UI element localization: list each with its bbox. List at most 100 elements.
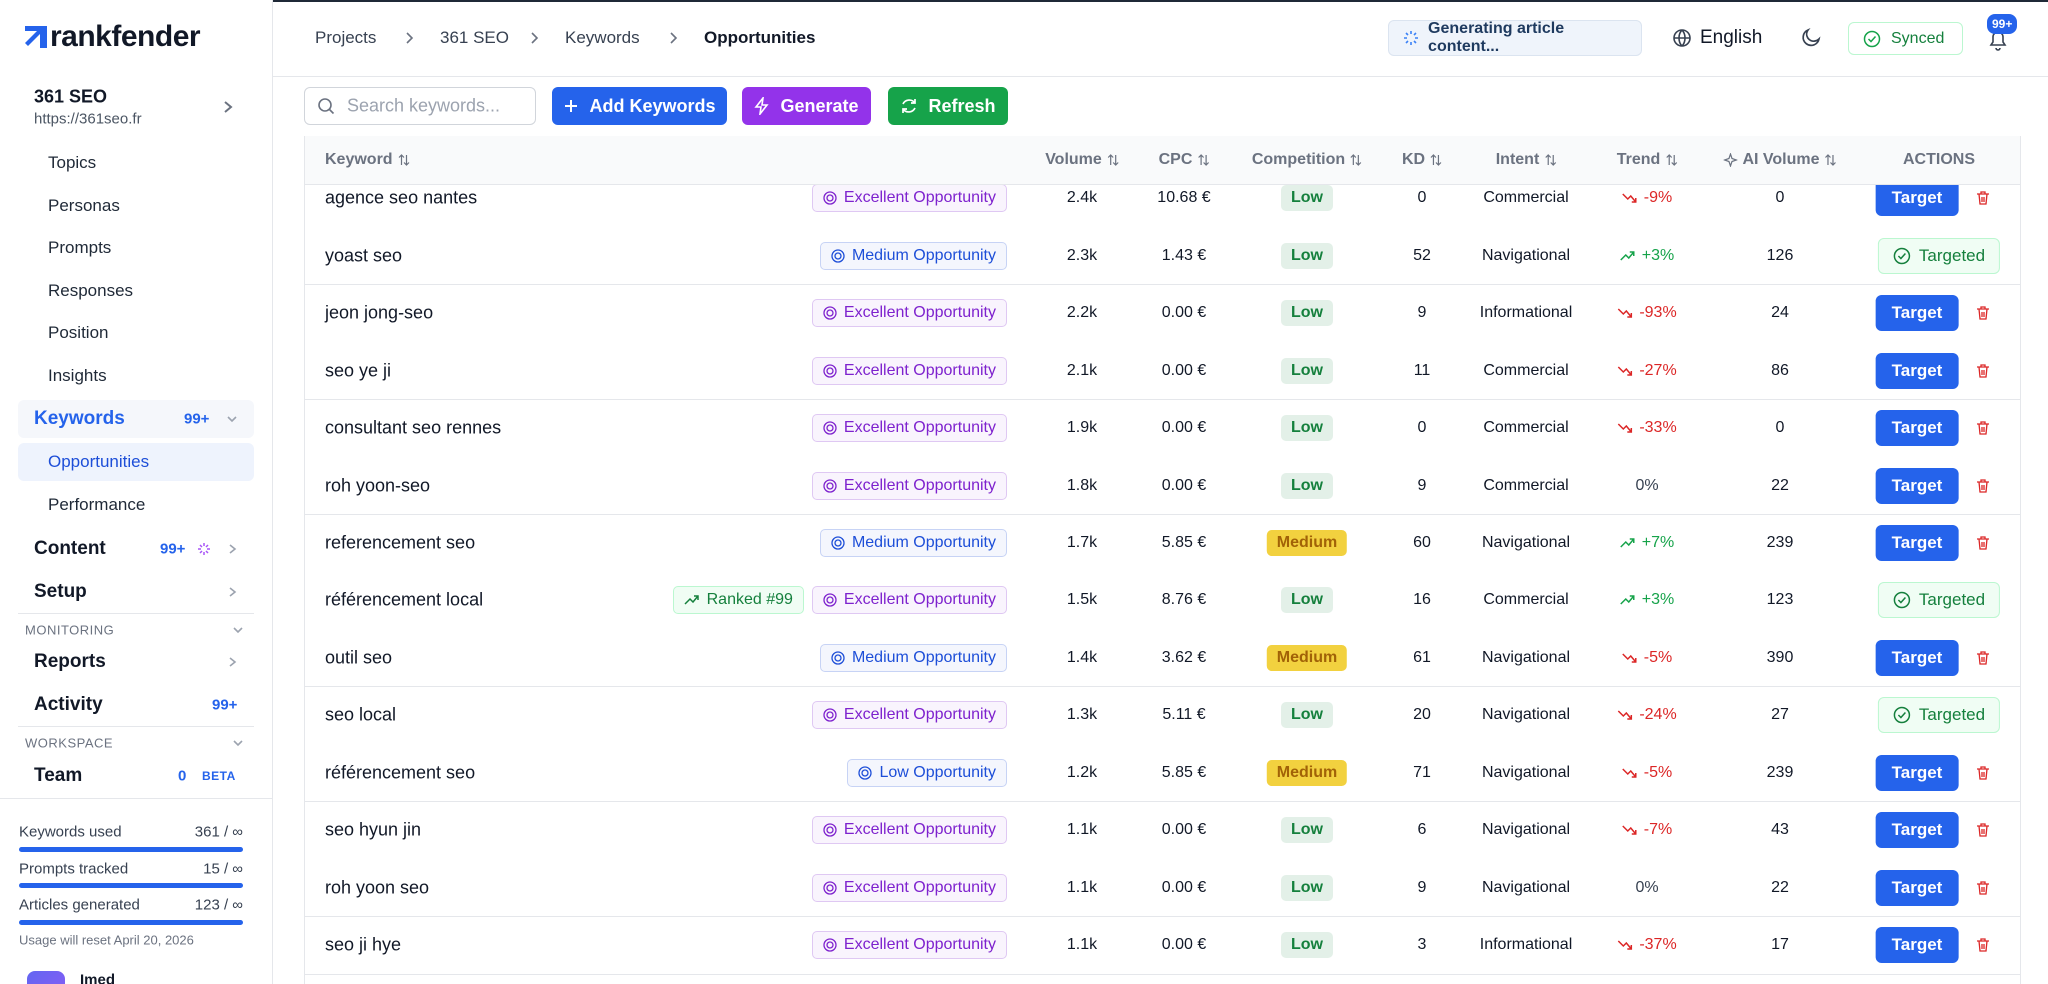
target-button[interactable]: Target [1875,295,1959,332]
nav-item[interactable]: Setup [34,581,87,602]
keyword[interactable]: roh yoon seo [325,877,430,898]
target-button[interactable]: Target [1875,639,1959,676]
delete-button[interactable] [1976,305,1990,321]
badges: Excellent Opportunity [811,414,1007,443]
table-row: référencement seo Low Opportunity 1.2k 5.85… [305,744,2020,803]
intent: Commercial [1483,591,1569,609]
keyword[interactable]: roh yoon-seo [325,475,431,496]
breadcrumb[interactable]: Keywords [565,28,640,47]
trend: -5% [1622,649,1672,667]
kd: 20 [1413,706,1431,724]
nav-item[interactable]: Position [48,323,109,342]
ai-volume: 24 [1771,304,1789,322]
keyword[interactable]: jeon jong-seo [325,302,434,323]
trend: 0% [1635,879,1658,897]
target-button[interactable]: Target [1875,754,1959,791]
search-box[interactable]: Search keywords... [304,87,536,125]
column-header[interactable]: AI Volume [1723,151,1836,169]
add-keywords-button[interactable]: Add Keywords [552,87,727,125]
intent: Commercial [1483,189,1569,207]
delete-button[interactable] [1976,880,1990,896]
keyword[interactable]: yoast seo [325,245,403,266]
trend-down-icon [1622,768,1637,778]
nav-item[interactable]: Opportunities [48,452,150,471]
keyword[interactable]: seo ye ji [325,360,392,381]
column-header[interactable]: Competition [1252,151,1362,169]
kd: 0 [1417,419,1427,437]
target-button[interactable]: Target [1875,927,1959,964]
keyword[interactable]: seo ji hye [325,934,402,955]
trash-icon [1977,823,1989,837]
nav-active-bg [18,443,254,481]
target-button[interactable]: Target [1875,410,1959,447]
nav-item[interactable]: Insights [48,366,107,385]
delete-button[interactable] [1976,190,1990,206]
table-row: referencement seo Medium Opportunity 1.7k 5… [305,514,2020,573]
check-icon [1893,592,1911,609]
competition-badge: Medium [1266,644,1348,671]
nav-item[interactable]: Reports [34,651,106,672]
refresh-button[interactable]: Refresh [888,87,1008,125]
competition-badge: Medium [1266,530,1348,557]
nav-item[interactable]: Activity [34,694,103,715]
column-header[interactable]: Intent [1496,151,1557,169]
target-button[interactable]: Target [1875,869,1959,906]
column-label: Intent [1495,151,1540,168]
globe-icon[interactable] [1672,28,1692,48]
target-button[interactable]: Target [1875,180,1959,217]
keyword[interactable]: seo hyun jin [325,819,422,840]
target-button[interactable]: Target [1875,525,1959,562]
delete-button[interactable] [1976,937,1990,953]
chevron [224,101,233,113]
delete-button[interactable] [1976,363,1990,379]
nav-item[interactable]: Performance [48,495,146,514]
opportunity-label: Excellent Opportunity [843,476,996,494]
notification-badge: 99+ [1987,14,2018,34]
reset-note: Usage will reset April 20, 2026 [19,932,194,948]
opportunity-badge: Medium Opportunity [819,643,1007,672]
nav-item[interactable]: Prompts [48,238,112,257]
delete-button[interactable] [1976,478,1990,494]
delete-button[interactable] [1976,765,1990,781]
column-header[interactable]: Volume [1045,151,1119,169]
nav-item[interactable]: Keywords [34,408,125,429]
badges: Excellent Opportunity [811,931,1007,960]
kd: 9 [1417,476,1427,494]
delete-button[interactable] [1976,650,1990,666]
column-header[interactable]: CPC [1159,151,1210,169]
nav-item[interactable]: Topics [48,153,97,172]
target-button[interactable]: Target [1875,812,1959,849]
column-header[interactable]: Keyword [325,151,410,169]
project-name[interactable]: 361 SEO [34,86,108,107]
keyword[interactable]: référencement local [325,589,484,610]
keyword[interactable]: referencement seo [325,532,476,553]
avatar[interactable] [27,971,65,984]
sort-icon [398,154,410,166]
nav-item[interactable]: Team [34,765,83,786]
nav-item[interactable]: Responses [48,281,134,300]
column-header[interactable]: KD [1402,151,1442,169]
competition-badge: Low [1281,587,1333,614]
delete-button[interactable] [1976,420,1990,436]
keyword[interactable]: consultant seo rennes [325,417,502,438]
theme-toggle[interactable] [1800,27,1822,49]
top-border [0,0,2048,2]
keyword[interactable]: référencement seo [325,762,476,783]
nav-item[interactable]: Content [34,538,106,559]
keyword[interactable]: agence seo nantes [325,187,478,208]
opportunity-badge: Excellent Opportunity [811,701,1007,730]
keyword[interactable]: outil seo [325,647,393,668]
delete-button[interactable] [1976,535,1990,551]
delete-button[interactable] [1976,822,1990,838]
column-header[interactable]: Trend [1617,151,1678,169]
trend: 0% [1635,477,1658,495]
target-button[interactable]: Target [1875,467,1959,504]
language[interactable]: English [1700,27,1763,48]
keyword[interactable]: seo local [325,704,397,725]
breadcrumb[interactable]: Projects [315,28,377,47]
nav-item[interactable]: Personas [48,196,120,215]
breadcrumb[interactable]: 361 SEO [440,28,509,47]
user-name[interactable]: Imed [80,971,116,984]
target-button[interactable]: Target [1875,352,1959,389]
generate-button[interactable]: Generate [742,87,871,125]
